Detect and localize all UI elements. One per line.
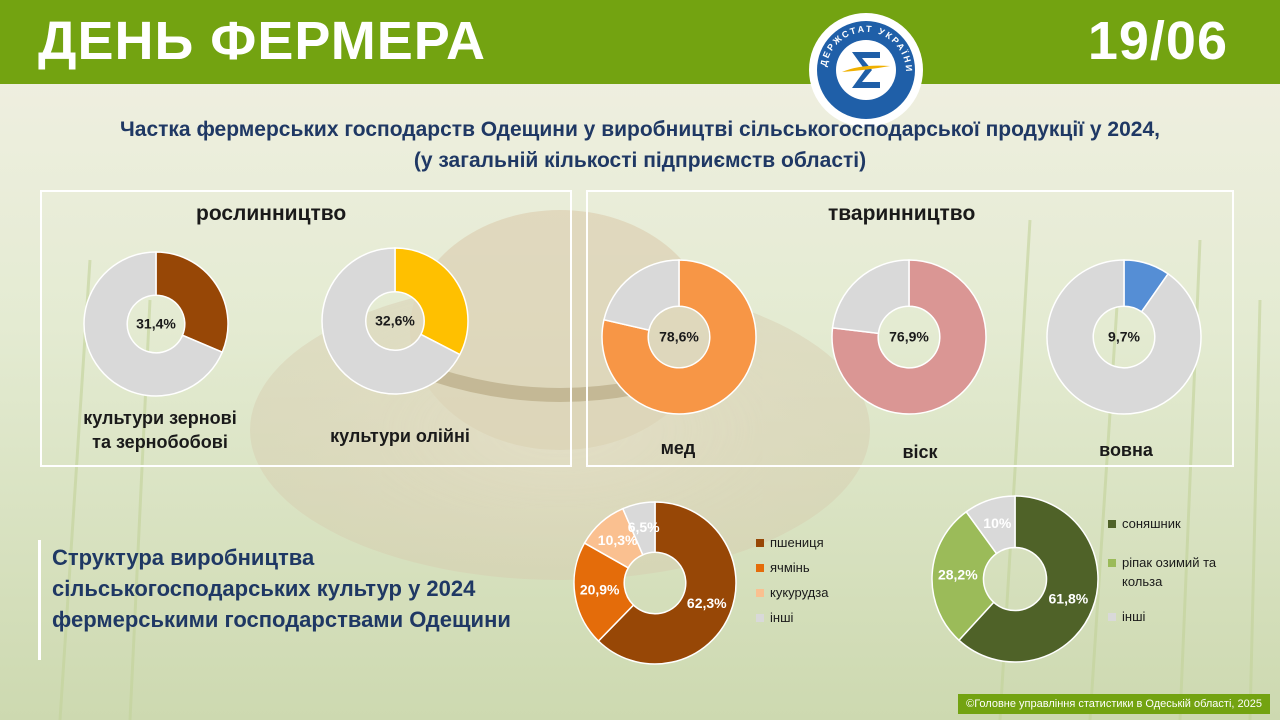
structure1-value-label-3: 6,5% (628, 519, 660, 535)
structure1-value-label-0: 62,3% (687, 595, 727, 611)
legend-label: соняшник (1122, 516, 1181, 531)
main-title: Частка фермерських господарств Одещини у… (40, 114, 1240, 176)
oilseed-structure-legend: соняшник ріпак озимий та кольза інші (1108, 514, 1258, 634)
grain-donut: 31,4% (83, 251, 229, 397)
oil-share-slice (394, 247, 469, 356)
structure1-value-label-2: 10,3% (598, 532, 638, 548)
structure2-value-label-1: 28,2% (938, 566, 978, 582)
main-title-line2: (у загальній кількості підприємств облас… (413, 149, 867, 172)
legend-item: пшениця (756, 533, 886, 552)
legend-item: ріпак озимий та кольза (1108, 553, 1258, 591)
legend-swatch (1108, 520, 1116, 528)
animal-section-title: тваринництво (828, 202, 976, 225)
structure-accent-bar (38, 540, 41, 660)
main-title-line1: Частка фермерських господарств Одещини у… (120, 118, 1160, 141)
legend-swatch (756, 564, 764, 572)
legend-item: соняшник (1108, 514, 1258, 533)
structure2-slice-1 (931, 510, 998, 642)
legend-swatch (756, 589, 764, 597)
header-bar: ДЕНЬ ФЕРМЕРА 19/06 (0, 0, 1280, 84)
wax-share-slice (831, 259, 987, 415)
legend-item: інші (756, 608, 886, 627)
structure1-slice-3 (621, 501, 656, 556)
oil-value-label: 32,6% (375, 313, 415, 329)
structure1-value-label-1: 20,9% (580, 582, 620, 598)
legend-swatch (1108, 613, 1116, 621)
structure2-slice-0 (957, 495, 1099, 663)
date-label: 19/06 (1087, 11, 1228, 71)
derzhstat-logo: ДЕРЖСТАТ УКРАЇНИ (809, 13, 923, 127)
wool-value-label: 9,7% (1108, 329, 1140, 345)
wool-rest-slice (1046, 259, 1202, 415)
honey-share-slice (601, 259, 757, 415)
legend-swatch (1108, 559, 1116, 567)
legend-label: ріпак озимий та кольза (1122, 555, 1217, 589)
oil-rest-slice (321, 247, 461, 395)
wheat-stalks (58, 219, 1262, 720)
structure2-value-label-0: 61,8% (1049, 590, 1089, 606)
legend-item: ячмінь (756, 558, 886, 577)
wool-donut: 9,7% (1046, 259, 1202, 415)
legend-swatch (756, 614, 764, 622)
oilseed-structure-donut: 61,8% 28,2% 10% (931, 495, 1099, 663)
honey-donut: 78,6% (601, 259, 757, 415)
grain-value-label: 31,4% (136, 316, 176, 332)
sigma-icon (852, 52, 880, 88)
structure-title: Структура виробництва сільськогосподарсь… (52, 545, 511, 632)
legend-label: пшениця (770, 535, 824, 550)
plant-panel (40, 190, 572, 467)
footer-copyright: ©Головне управління статистики в Одеські… (958, 694, 1270, 714)
legend-item: кукурудза (756, 583, 886, 602)
structure1-slice-0 (597, 501, 737, 665)
grain-structure-legend: пшениця ячмінь кукурудза інші (756, 533, 886, 633)
wax-label: віск (902, 442, 938, 462)
page-title: ДЕНЬ ФЕРМЕРА (38, 11, 486, 71)
oil-donut: 32,6% (321, 247, 469, 395)
structure2-value-label-2: 10% (983, 515, 1012, 531)
legend-item: інші (1108, 607, 1258, 626)
legend-label: інші (770, 610, 794, 625)
legend-label: інші (1122, 609, 1146, 624)
honey-value-label: 78,6% (659, 329, 699, 345)
plant-section-title: рослинництво (196, 202, 347, 225)
grain-label: культури зернові та зернобобові (83, 408, 237, 452)
structure2-slice-2 (965, 495, 1016, 555)
structure1-slice-1 (573, 542, 635, 643)
wax-rest-slice (831, 259, 910, 335)
grain-structure-donut: 62,3% 20,9% 10,3%6,5% (573, 501, 737, 665)
wax-value-label: 76,9% (889, 329, 929, 345)
honey-label: мед (660, 438, 696, 458)
honey-rest-slice (603, 259, 680, 331)
oil-label: культури олійні (330, 426, 470, 446)
wax-donut: 76,9% (831, 259, 987, 415)
grain-share-slice (155, 251, 229, 354)
grain-rest-slice (83, 251, 224, 397)
wool-label: вовна (1099, 440, 1153, 460)
legend-swatch (756, 539, 764, 547)
legend-label: ячмінь (770, 560, 810, 575)
animal-panel (586, 190, 1234, 467)
legend-label: кукурудза (770, 585, 829, 600)
